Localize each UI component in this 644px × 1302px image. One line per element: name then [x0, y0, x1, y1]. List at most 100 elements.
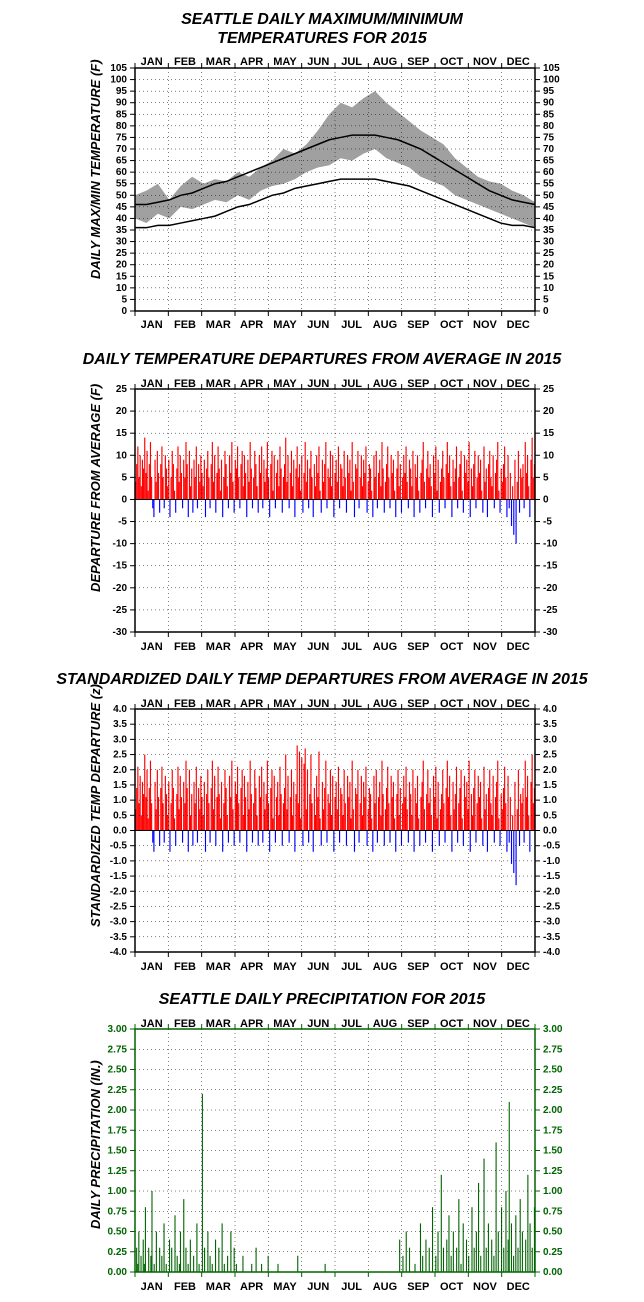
panel1-ylabel: DAILY MAX/MIN TEMPERATURE (F) [88, 59, 103, 279]
svg-text:-25: -25 [113, 605, 128, 616]
svg-text:105: 105 [110, 63, 127, 74]
svg-text:-5: -5 [543, 517, 552, 528]
svg-text:30: 30 [543, 237, 555, 248]
svg-text:55: 55 [116, 179, 128, 190]
svg-text:-20: -20 [543, 583, 558, 594]
svg-text:15: 15 [116, 428, 128, 439]
svg-text:-30: -30 [113, 627, 128, 638]
svg-text:0.50: 0.50 [108, 1227, 128, 1238]
svg-text:1.75: 1.75 [108, 1125, 128, 1136]
svg-text:0.00: 0.00 [543, 1267, 563, 1278]
svg-text:1.0: 1.0 [543, 795, 557, 806]
svg-text:-1.0: -1.0 [110, 856, 128, 867]
svg-text:75: 75 [543, 133, 555, 144]
panel2: DAILY TEMPERATURE DEPARTURES FROM AVERAG… [0, 340, 644, 660]
svg-text:95: 95 [116, 87, 128, 98]
months-row: JANFEBMARAPRMAYJUNJULAUGSEPOCTNOVDEC [135, 698, 535, 710]
svg-text:4.0: 4.0 [113, 704, 127, 715]
svg-text:-4.0: -4.0 [543, 947, 561, 958]
svg-text:5: 5 [121, 295, 127, 306]
svg-text:-2.5: -2.5 [110, 902, 128, 913]
svg-text:5: 5 [543, 473, 549, 484]
svg-text:0.5: 0.5 [543, 811, 557, 822]
svg-text:35: 35 [543, 225, 555, 236]
svg-text:-3.5: -3.5 [110, 932, 128, 943]
months-row: JANFEBMARAPRMAYJUNJULAUGSEPOCTNOVDEC [135, 1281, 535, 1293]
svg-text:-2.5: -2.5 [543, 902, 561, 913]
svg-text:0: 0 [543, 306, 549, 317]
panel3-ylabel: STANDARDIZED TEMP DEPARTURE (z) [88, 684, 103, 927]
svg-text:60: 60 [543, 168, 555, 179]
svg-text:-25: -25 [543, 605, 558, 616]
svg-text:20: 20 [543, 406, 555, 417]
svg-text:15: 15 [116, 272, 128, 283]
panel1-title: SEATTLE DAILY MAXIMUM/MINIMUMTEMPERATURE… [0, 0, 644, 48]
svg-text:5: 5 [121, 473, 127, 484]
svg-text:40: 40 [116, 214, 128, 225]
svg-text:1.25: 1.25 [108, 1166, 128, 1177]
svg-text:85: 85 [543, 110, 555, 121]
svg-text:-1.0: -1.0 [543, 856, 561, 867]
panel1: SEATTLE DAILY MAXIMUM/MINIMUMTEMPERATURE… [0, 0, 644, 340]
svg-text:2.00: 2.00 [108, 1105, 128, 1116]
svg-text:2.25: 2.25 [108, 1085, 128, 1096]
svg-text:20: 20 [116, 406, 128, 417]
svg-text:2.0: 2.0 [543, 765, 557, 776]
svg-text:3.00: 3.00 [108, 1024, 128, 1035]
svg-text:4.0: 4.0 [543, 704, 557, 715]
svg-text:2.75: 2.75 [108, 1044, 128, 1055]
svg-text:45: 45 [116, 202, 128, 213]
svg-text:3.0: 3.0 [543, 735, 557, 746]
svg-text:55: 55 [543, 179, 555, 190]
svg-text:0.75: 0.75 [108, 1206, 128, 1217]
svg-text:-3.0: -3.0 [543, 917, 561, 928]
svg-text:2.50: 2.50 [543, 1065, 563, 1076]
svg-text:60: 60 [116, 168, 128, 179]
svg-text:-0.5: -0.5 [110, 841, 128, 852]
svg-text:0.5: 0.5 [113, 811, 127, 822]
svg-text:0: 0 [121, 306, 127, 317]
months-row: JANFEBMARAPRMAYJUNJULAUGSEPOCTNOVDEC [135, 378, 535, 390]
months-row: JANFEBMARAPRMAYJUNJULAUGSEPOCTNOVDEC [135, 319, 535, 331]
svg-text:2.0: 2.0 [113, 765, 127, 776]
svg-text:-5: -5 [118, 517, 127, 528]
svg-text:100: 100 [110, 75, 127, 86]
svg-text:45: 45 [543, 202, 555, 213]
months-row: JANFEBMARAPRMAYJUNJULAUGSEPOCTNOVDEC [135, 56, 535, 68]
svg-text:85: 85 [116, 110, 128, 121]
svg-text:20: 20 [116, 260, 128, 271]
svg-text:95: 95 [543, 87, 555, 98]
svg-text:-10: -10 [113, 539, 128, 550]
svg-text:-15: -15 [113, 561, 128, 572]
svg-text:2.50: 2.50 [108, 1065, 128, 1076]
svg-text:90: 90 [543, 98, 555, 109]
svg-text:1.00: 1.00 [543, 1186, 563, 1197]
svg-text:0.0: 0.0 [113, 826, 127, 837]
svg-text:1.00: 1.00 [108, 1186, 128, 1197]
svg-text:-3.5: -3.5 [543, 932, 561, 943]
svg-text:35: 35 [116, 225, 128, 236]
svg-text:3.0: 3.0 [113, 735, 127, 746]
svg-text:-30: -30 [543, 627, 558, 638]
panel2-title: DAILY TEMPERATURE DEPARTURES FROM AVERAG… [0, 340, 644, 369]
svg-text:2.5: 2.5 [543, 750, 557, 761]
svg-text:30: 30 [116, 237, 128, 248]
svg-text:3.5: 3.5 [543, 719, 557, 730]
panel4-ylabel: DAILY PRECIPITATION (IN.) [88, 1060, 103, 1229]
svg-text:2.25: 2.25 [543, 1085, 563, 1096]
svg-text:75: 75 [116, 133, 128, 144]
svg-text:-10: -10 [543, 539, 558, 550]
svg-text:0.25: 0.25 [543, 1247, 563, 1258]
svg-text:25: 25 [543, 249, 555, 260]
svg-text:15: 15 [543, 272, 555, 283]
svg-text:100: 100 [543, 75, 560, 86]
svg-text:0.50: 0.50 [543, 1227, 563, 1238]
svg-text:40: 40 [543, 214, 555, 225]
svg-text:1.0: 1.0 [113, 795, 127, 806]
svg-text:0.75: 0.75 [543, 1206, 563, 1217]
svg-text:1.50: 1.50 [108, 1146, 128, 1157]
svg-text:10: 10 [543, 450, 555, 461]
svg-text:25: 25 [543, 384, 555, 395]
svg-text:1.5: 1.5 [113, 780, 127, 791]
months-row: JANFEBMARAPRMAYJUNJULAUGSEPOCTNOVDEC [135, 961, 535, 973]
